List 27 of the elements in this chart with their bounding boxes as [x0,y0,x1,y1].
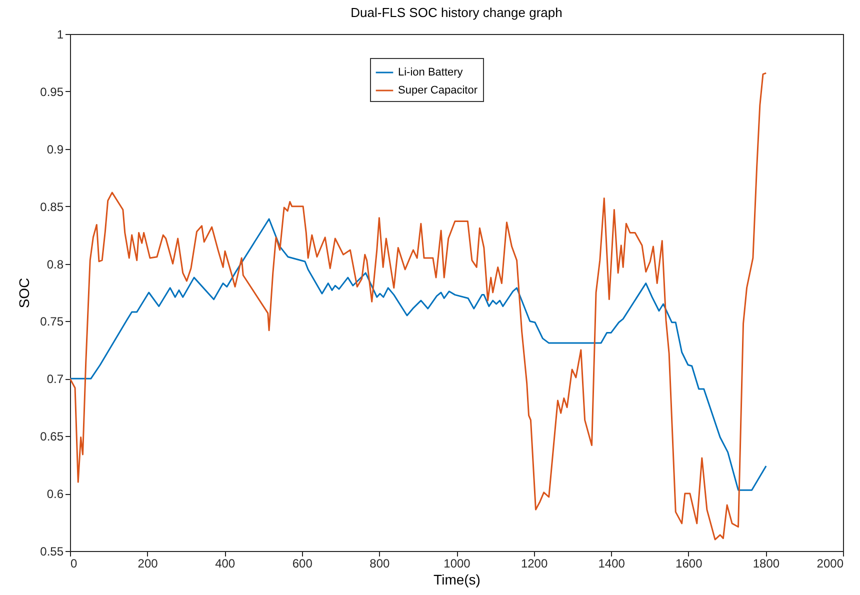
y-tick-label: 0.7 [46,372,64,386]
x-tick-label: 2000 [816,556,844,570]
x-tick-label: 400 [215,556,236,570]
x-tick-label: 200 [138,556,158,570]
x-tick-label: 1600 [676,556,703,570]
y-tick-label: 1 [56,28,64,42]
y-tick-label: 0.6 [46,487,64,502]
x-tick-label: 1800 [752,556,780,570]
y-tick-label: 0.75 [40,314,64,329]
x-axis-title: Time(s) [434,572,480,588]
x-tick-label: 800 [370,556,390,570]
y-tick-label: 0.8 [46,257,64,272]
chart-title: Dual-FLS SOC history change graph [350,5,562,20]
x-tick-label: 1000 [444,556,471,570]
y-tick-label: 0.85 [40,200,64,214]
legend-label: Li-ion Battery [398,66,464,78]
y-tick-label: 0.55 [40,544,64,558]
y-tick-label: 0.9 [46,142,64,156]
y-axis-title: SOC [16,278,32,308]
x-tick-label: 600 [292,556,313,570]
y-tick-label: 0.65 [40,430,64,444]
legend-label: Super Capacitor [398,84,478,96]
x-tick-label: 1400 [598,556,626,570]
line-series [70,218,767,491]
y-tick-label: 0.95 [40,84,64,99]
x-tick-label: 0 [70,556,78,570]
x-tick-label: 1200 [520,556,548,570]
